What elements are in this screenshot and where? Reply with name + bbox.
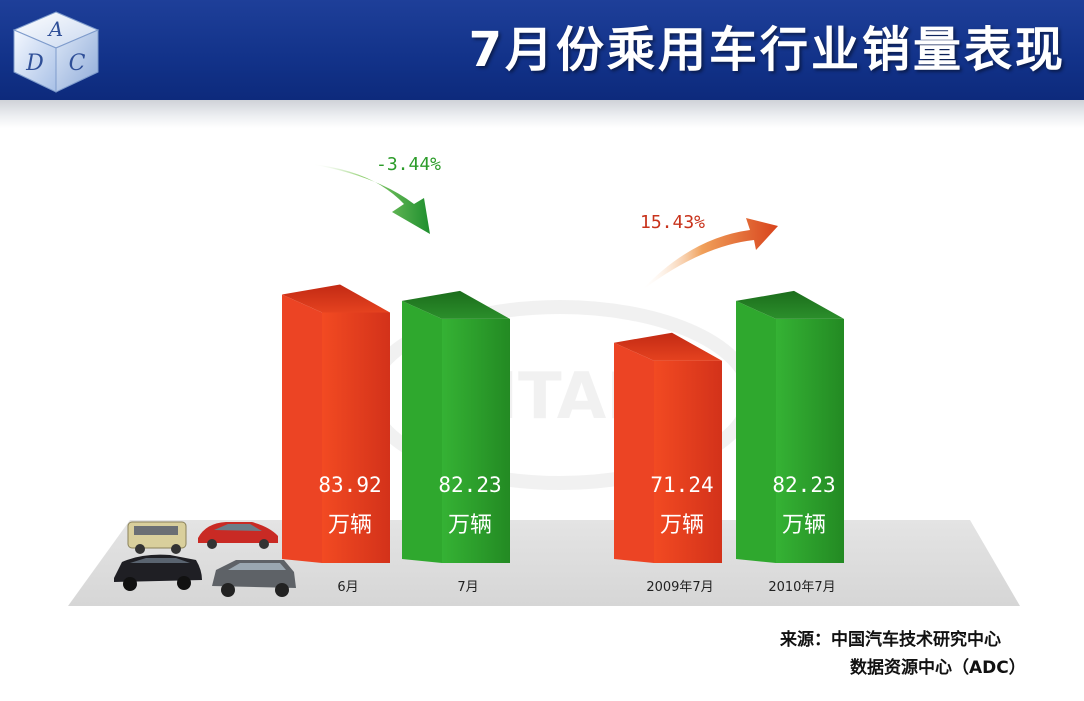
car-mpv-icon xyxy=(114,554,202,591)
up-arrow-icon xyxy=(640,218,778,292)
bar-value-label: 82.23 xyxy=(772,473,835,497)
logo-letter-d: D xyxy=(25,51,44,76)
bar-side xyxy=(282,294,322,563)
bar-4: 82.23 万辆 2010年7月 xyxy=(736,290,844,595)
car-suv-icon xyxy=(212,560,296,597)
change-annotation-1: -3.44% xyxy=(310,154,441,234)
bar-side xyxy=(736,300,776,563)
bar-unit-label: 万辆 xyxy=(448,513,492,538)
bar-side xyxy=(614,342,654,563)
bar-value-label: 82.23 xyxy=(438,473,501,497)
category-label: 6月 xyxy=(337,580,358,595)
category-label: 2010年7月 xyxy=(768,580,835,595)
change-annotation-2: 15.43% xyxy=(640,212,778,292)
change-label: -3.44% xyxy=(376,154,441,175)
bar-side xyxy=(402,300,442,563)
bar-value-label: 83.92 xyxy=(318,473,381,497)
bar-2: 82.23 万辆 7月 xyxy=(402,290,510,595)
down-arrow-icon xyxy=(310,164,430,234)
source-line-1: 来源：中国汽车技术研究中心 xyxy=(780,630,1001,650)
bar-3: 71.24 万辆 2009年7月 xyxy=(614,332,722,595)
bar-front xyxy=(776,318,844,563)
logo-letter-c: C xyxy=(69,51,86,76)
bar-front xyxy=(654,360,722,563)
bar-top xyxy=(614,332,722,361)
category-label: 2009年7月 xyxy=(646,580,713,595)
bar-top xyxy=(282,284,390,313)
header-shadow xyxy=(0,100,1084,128)
bar-top xyxy=(736,290,844,319)
bar-unit-label: 万辆 xyxy=(782,513,826,538)
bar-front xyxy=(322,312,390,563)
annotations-group: -3.44% 15.43% xyxy=(310,154,778,292)
header-bar xyxy=(0,0,1084,100)
logo-letter-a: A xyxy=(47,17,63,41)
car-van-icon xyxy=(127,521,187,554)
bar-unit-label: 万辆 xyxy=(328,513,372,538)
adc-logo: A D C xyxy=(12,11,100,93)
bar-front xyxy=(442,318,510,563)
car-sedan-icon xyxy=(198,522,278,549)
change-label: 15.43% xyxy=(640,212,705,233)
category-label: 7月 xyxy=(457,580,478,595)
source-line-2: 数据资源中心（ADC） xyxy=(850,658,1026,678)
bars-group: 83.92 万辆 6月 82.23 万辆 7月 71.24 万辆 2009年7月 82.23 万辆 2… xyxy=(282,284,844,595)
page-title: 7月份乘用车行业销量表现 xyxy=(468,22,1066,78)
bar-1: 83.92 万辆 6月 xyxy=(282,284,390,595)
bar-value-label: 71.24 xyxy=(650,473,713,497)
bar-top xyxy=(402,290,510,319)
bar-unit-label: 万辆 xyxy=(660,513,704,538)
source-note: 来源：中国汽车技术研究中心 数据资源中心（ADC） xyxy=(780,626,1070,682)
